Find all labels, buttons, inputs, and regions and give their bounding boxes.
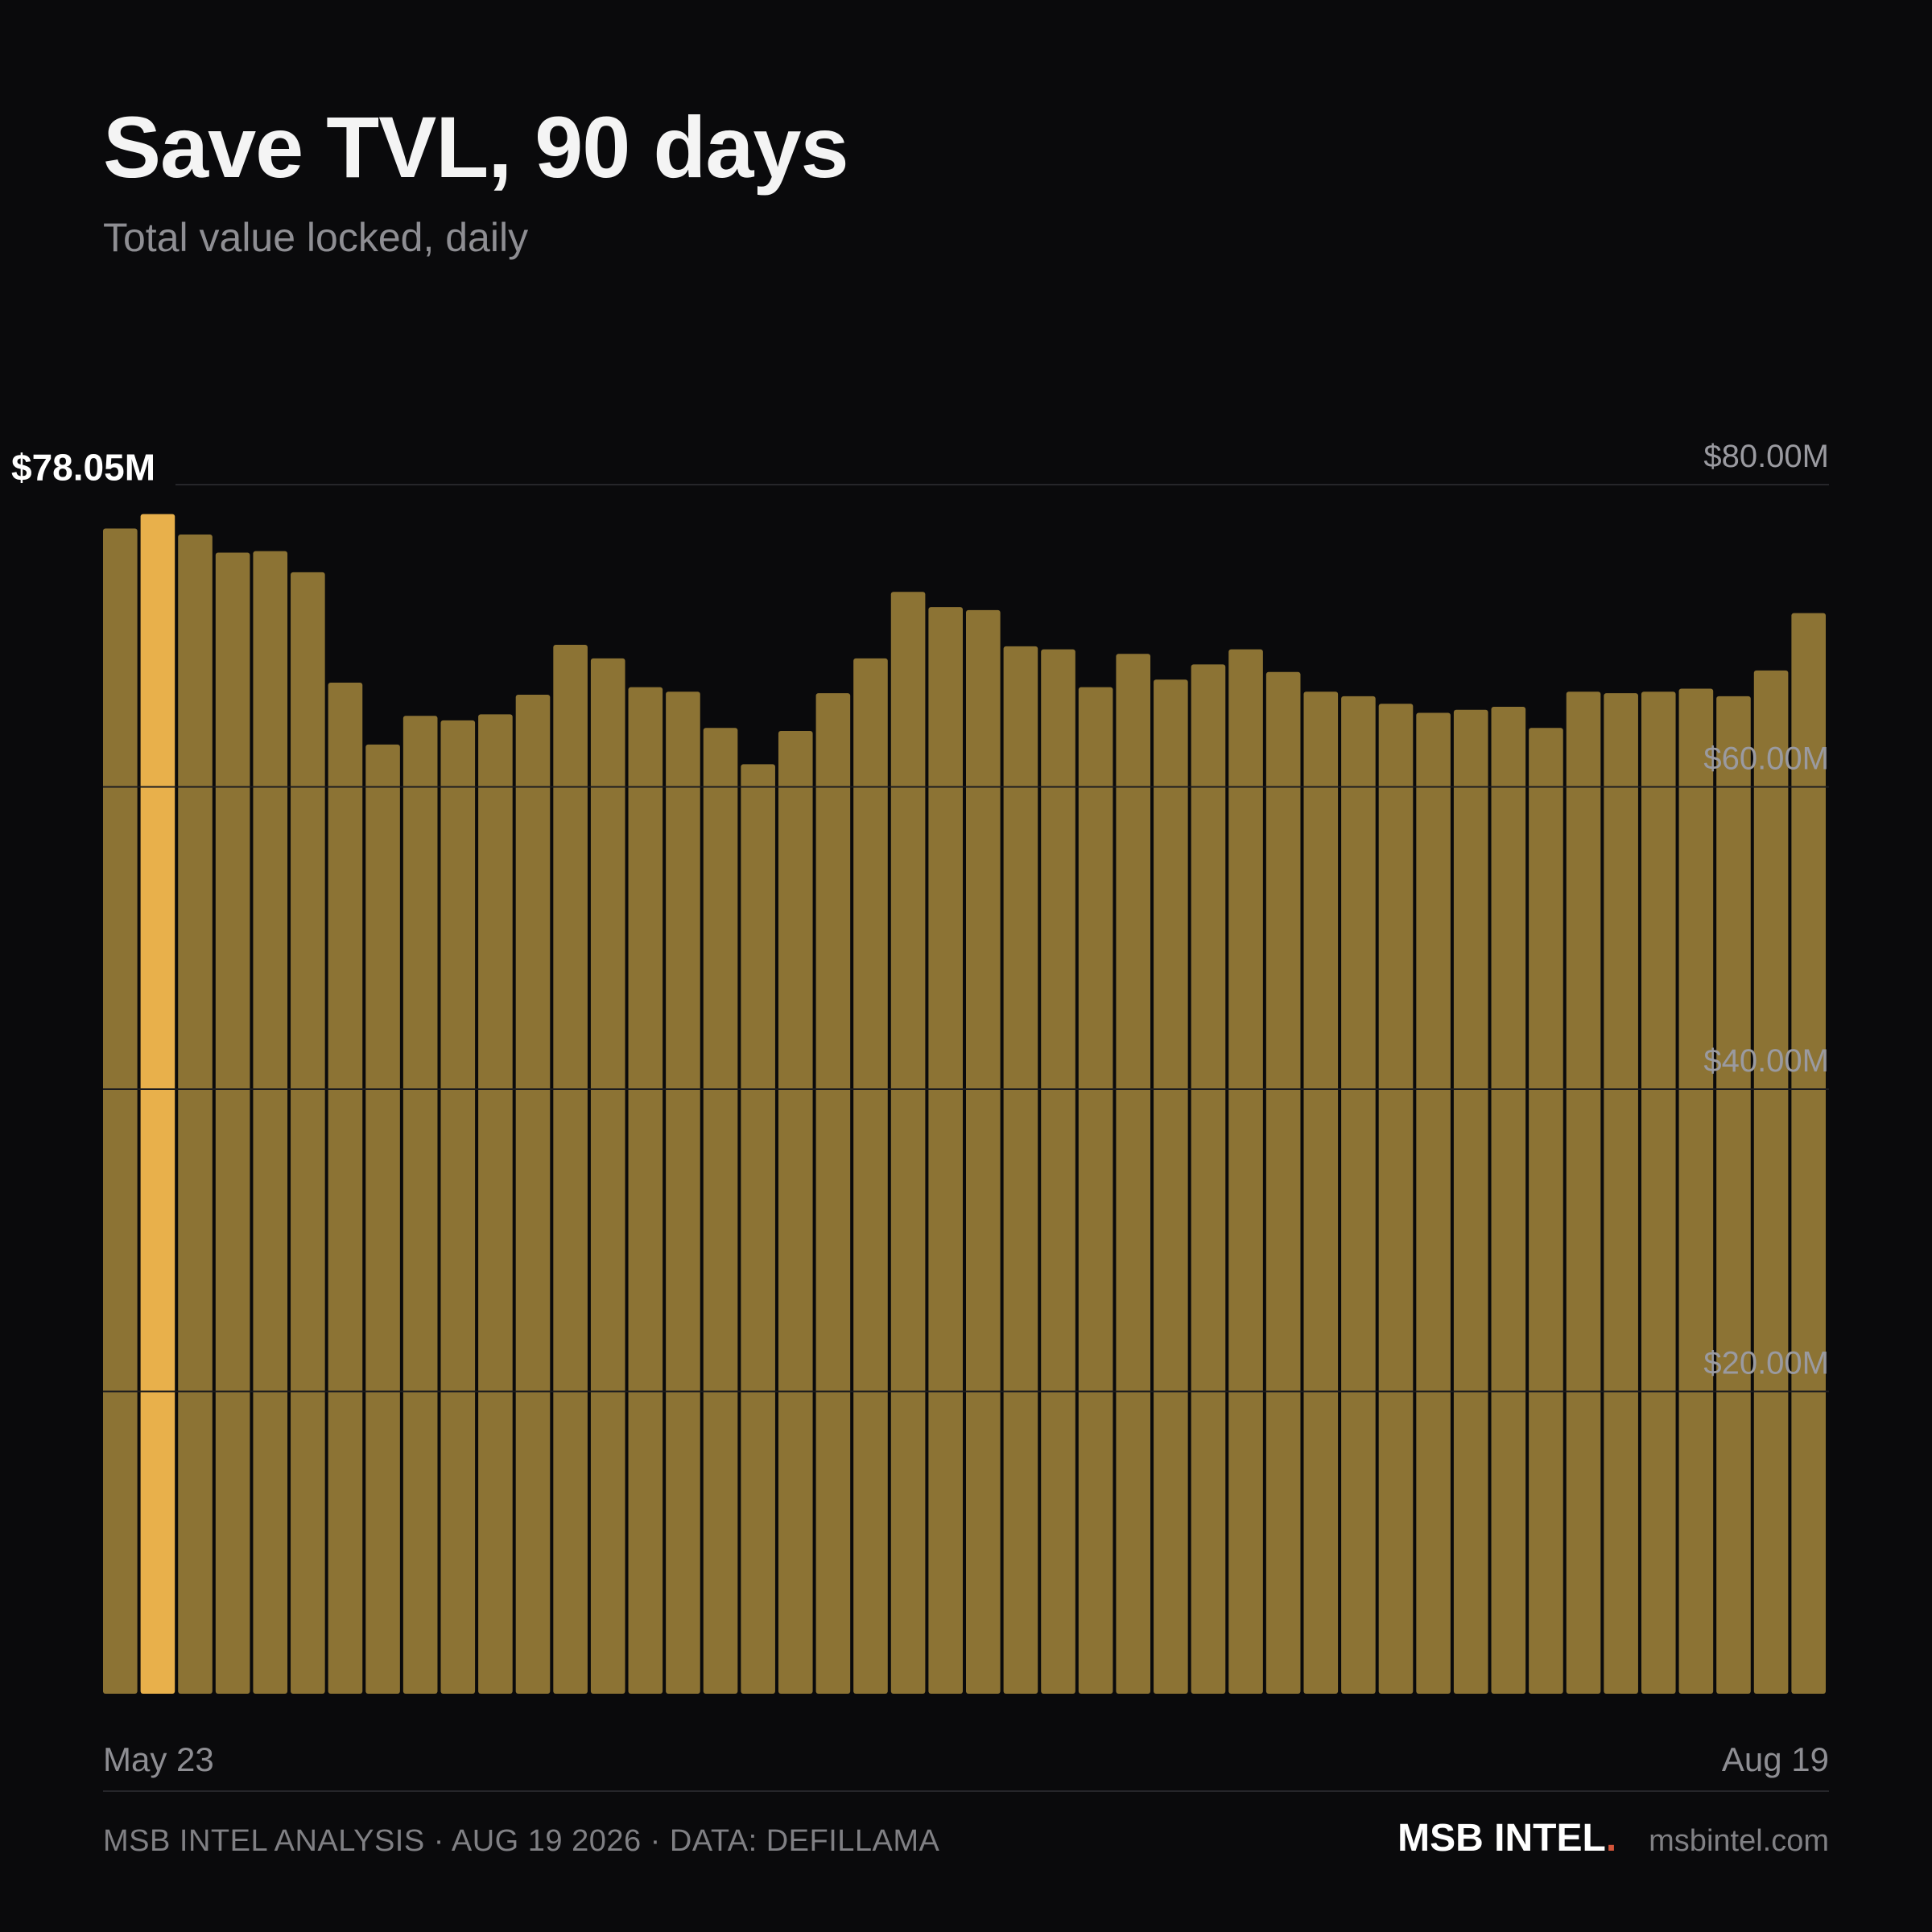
- bar: [1791, 613, 1826, 1694]
- bar: [815, 693, 851, 1694]
- bar: [1641, 691, 1676, 1694]
- y-tick-label: $20.00M: [1703, 1346, 1829, 1381]
- bar: [478, 714, 513, 1694]
- bar: [178, 534, 213, 1695]
- bar: [1341, 696, 1376, 1694]
- footer-brand-group: MSB INTEL. msbintel.com: [1397, 1816, 1829, 1860]
- bar: [515, 694, 551, 1694]
- bar: [1716, 696, 1751, 1694]
- bar: [1678, 688, 1714, 1695]
- bar: [1753, 670, 1789, 1695]
- brand-logo: MSB INTEL.: [1397, 1816, 1616, 1860]
- bar: [365, 744, 400, 1695]
- bar: [590, 658, 625, 1695]
- bar: [1116, 654, 1151, 1694]
- bar: [1228, 649, 1263, 1694]
- bar: [1453, 709, 1488, 1694]
- bar: [1604, 693, 1638, 1694]
- site-link[interactable]: msbintel.com: [1649, 1824, 1829, 1858]
- bar: [1041, 649, 1075, 1694]
- bar: [1303, 691, 1339, 1694]
- highlight-value-label: $78.05M: [11, 447, 155, 489]
- bar: [402, 716, 438, 1694]
- x-tick-label-end: Aug 19: [1722, 1740, 1829, 1778]
- bar: [703, 728, 738, 1694]
- bar-chart: $20.00M $40.00M $60.00M $80.00M $78.05M May 2…: [11, 439, 1829, 1778]
- bar: [553, 645, 588, 1694]
- bar: [928, 607, 963, 1694]
- bar: [778, 731, 813, 1694]
- bar: [1191, 664, 1226, 1695]
- y-tick-label: $80.00M: [1703, 439, 1829, 474]
- bar: [1566, 691, 1601, 1694]
- bar: [291, 572, 325, 1694]
- bar: [890, 592, 926, 1694]
- brand-name: MSB INTEL: [1397, 1817, 1606, 1860]
- bar: [628, 687, 663, 1694]
- bar: [1416, 712, 1451, 1694]
- bar-highlight: [140, 514, 175, 1694]
- bar: [215, 552, 250, 1694]
- bar: [1378, 704, 1414, 1694]
- bar: [103, 528, 138, 1695]
- bar: [741, 764, 775, 1694]
- bar: [666, 691, 700, 1694]
- y-tick-label: $60.00M: [1703, 741, 1829, 777]
- footer-source: MSB INTEL ANALYSIS · AUG 19 2026 · DATA:…: [103, 1824, 940, 1858]
- footer-divider: [103, 1790, 1829, 1792]
- bar: [253, 551, 288, 1694]
- brand-dot: .: [1605, 1817, 1617, 1860]
- bar: [328, 682, 363, 1695]
- y-tick-label: $40.00M: [1703, 1043, 1829, 1079]
- chart-subtitle: Total value locked, daily: [103, 215, 529, 260]
- bar: [1265, 671, 1301, 1694]
- bar: [1003, 646, 1038, 1694]
- bar: [966, 609, 1001, 1694]
- bar: [440, 720, 476, 1694]
- bar: [1078, 687, 1113, 1694]
- chart-title: Save TVL, 90 days: [103, 98, 849, 196]
- bar: [853, 658, 888, 1695]
- x-tick-label-start: May 23: [103, 1740, 214, 1778]
- bar: [1529, 728, 1563, 1694]
- bar: [1154, 679, 1188, 1695]
- bar: [1491, 706, 1526, 1694]
